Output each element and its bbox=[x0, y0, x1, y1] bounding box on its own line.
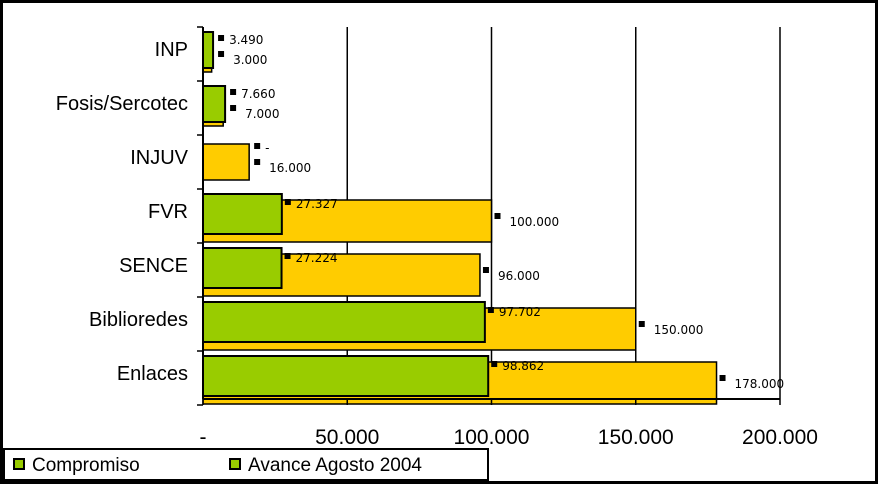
value-marker bbox=[218, 35, 225, 41]
avance-value-label: 3.490 bbox=[229, 33, 263, 47]
bar-avance bbox=[202, 31, 215, 69]
legend-swatch bbox=[229, 458, 241, 470]
value-marker bbox=[494, 213, 501, 219]
avance-value-label: 97.702 bbox=[499, 305, 541, 319]
y-tick-label: Biblioredes bbox=[89, 309, 188, 331]
avance-value-label: 98.862 bbox=[502, 359, 544, 373]
bar-avance bbox=[202, 355, 490, 397]
value-marker bbox=[230, 105, 237, 111]
bar-avance bbox=[202, 193, 283, 235]
y-tick-label: INP bbox=[155, 39, 188, 61]
legend-label: Compromiso bbox=[32, 455, 140, 476]
avance-value-label: - bbox=[265, 141, 269, 155]
legend-label: Avance Agosto 2004 bbox=[248, 455, 422, 476]
legend-swatch bbox=[13, 458, 25, 470]
bar-avance bbox=[202, 85, 227, 123]
compromiso-value-label: 150.000 bbox=[654, 323, 704, 337]
value-marker bbox=[491, 361, 498, 367]
value-marker bbox=[719, 375, 726, 381]
value-marker bbox=[254, 143, 261, 149]
x-tick-label: - bbox=[200, 426, 207, 449]
avance-value-label: 7.660 bbox=[241, 87, 275, 101]
compromiso-value-label: 100.000 bbox=[510, 215, 560, 229]
value-marker bbox=[638, 321, 645, 327]
legend bbox=[3, 448, 489, 481]
x-tick-label: 100.000 bbox=[454, 426, 530, 449]
compromiso-value-label: 16.000 bbox=[269, 161, 311, 175]
y-tick-label: FVR bbox=[148, 201, 188, 223]
value-marker bbox=[284, 199, 291, 205]
bar-compromiso bbox=[202, 143, 250, 181]
y-tick-label: SENCE bbox=[119, 255, 188, 277]
x-tick-label: 200.000 bbox=[742, 426, 818, 449]
avance-value-label: 27.224 bbox=[296, 251, 338, 265]
x-tick-label: 150.000 bbox=[598, 426, 674, 449]
bar-avance bbox=[202, 301, 486, 343]
compromiso-value-label: 96.000 bbox=[498, 269, 540, 283]
value-marker bbox=[482, 267, 489, 273]
avance-value-label: 27.327 bbox=[296, 197, 338, 211]
value-marker bbox=[487, 307, 494, 313]
bar-avance bbox=[202, 247, 283, 289]
x-tick-label: 50.000 bbox=[315, 426, 379, 449]
value-marker bbox=[218, 51, 225, 57]
value-marker bbox=[284, 253, 291, 259]
y-tick-label: INJUV bbox=[130, 147, 188, 169]
compromiso-value-label: 3.000 bbox=[233, 53, 267, 67]
value-marker bbox=[254, 159, 261, 165]
y-tick-label: Enlaces bbox=[117, 363, 188, 385]
compromiso-value-label: 178.000 bbox=[735, 377, 785, 391]
y-tick-label: Fosis/Sercotec bbox=[56, 93, 188, 115]
compromiso-value-label: 7.000 bbox=[245, 107, 279, 121]
value-marker bbox=[230, 89, 237, 95]
